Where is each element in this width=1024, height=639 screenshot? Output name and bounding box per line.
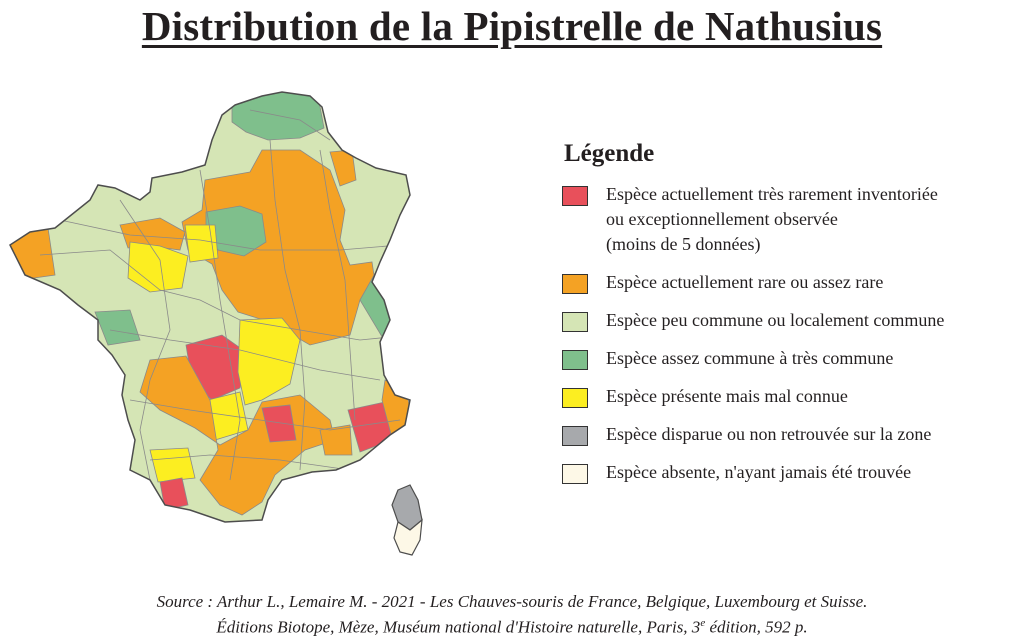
distribution-map (9, 91, 423, 556)
legend-label: ou exceptionnellement observée (606, 209, 838, 229)
legend-label: Espèce présente mais mal connue (606, 386, 848, 406)
corsica-south (393, 518, 423, 556)
legend: Légende Espèce actuellement très raremen… (562, 140, 1022, 498)
legend-swatch (562, 186, 588, 206)
legend-swatch (562, 426, 588, 446)
legend-swatch (562, 350, 588, 370)
source-line-2: Éditions Biotope, Mèze, Muséum national … (0, 612, 1024, 639)
legend-item: Espèce disparue ou non retrouvée sur la … (562, 422, 1022, 447)
legend-label: Espèce actuellement rare ou assez rare (606, 272, 884, 292)
legend-label: Espèce actuellement très rarement invent… (606, 184, 938, 204)
legend-item: Espèce absente, n'ayant jamais été trouv… (562, 460, 1022, 485)
source-line-2-end: édition, 592 p. (705, 617, 808, 637)
map-title: Distribution de la Pipistrelle de Nathus… (141, 3, 883, 49)
legend-swatch (562, 274, 588, 294)
legend-label: Espèce peu commune ou localement commune (606, 310, 945, 330)
legend-item: Espèce actuellement très rarement invent… (562, 182, 1022, 257)
legend-item: Espèce assez commune à très commune (562, 346, 1022, 371)
source-line-1: Source : Arthur L., Lemaire M. - 2021 - … (156, 592, 868, 611)
source-line-2-sup: e (700, 617, 706, 629)
source-line-2-main: Éditions Biotope, Mèze, Muséum national … (216, 617, 701, 637)
legend-item: Espèce peu commune ou localement commune (562, 308, 1022, 333)
legend-item: Espèce actuellement rare ou assez rare (562, 270, 1022, 295)
legend-swatch (562, 388, 588, 408)
legend-title: Légende (564, 140, 655, 167)
legend-label: Espèce absente, n'ayant jamais été trouv… (606, 462, 912, 482)
legend-swatch (562, 464, 588, 484)
legend-label: (moins de 5 données) (606, 234, 761, 254)
legend-swatch (562, 312, 588, 332)
legend-item: Espèce présente mais mal connue (562, 384, 1022, 409)
legend-label: Espèce assez commune à très commune (606, 348, 894, 368)
legend-label: Espèce disparue ou non retrouvée sur la … (606, 424, 932, 444)
legend-items: Espèce actuellement très rarement invent… (562, 182, 1022, 485)
